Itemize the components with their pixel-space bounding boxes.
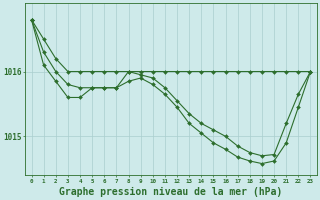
X-axis label: Graphe pression niveau de la mer (hPa): Graphe pression niveau de la mer (hPa) (60, 186, 283, 197)
